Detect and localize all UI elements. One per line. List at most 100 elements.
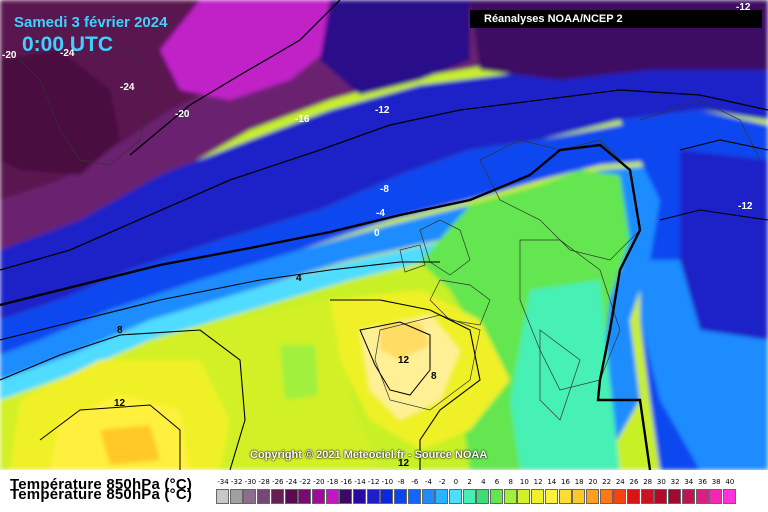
legend-swatch (613, 489, 627, 504)
isotherm-label: -12 (736, 2, 751, 13)
legend-swatch (448, 489, 462, 504)
blue-band-dark (0, 60, 768, 320)
isotherm-label: 4 (296, 273, 302, 284)
legend-tick-label: 20 (588, 478, 598, 486)
legend-tick-label: 8 (508, 478, 513, 486)
legend-tick-label: -16 (340, 478, 353, 486)
east-trough-core (680, 150, 768, 340)
legend-tick-label: -10 (381, 478, 394, 486)
legend-tick-label: 28 (643, 478, 653, 486)
isotherm-label: -12 (375, 105, 390, 116)
legend-swatch (709, 489, 723, 504)
legend-tick-label: -32 (230, 478, 243, 486)
legend-scale-swatches (216, 489, 756, 505)
cold-core-inner (0, 50, 120, 175)
legend-tick-label: -24 (285, 478, 298, 486)
legend-tick-label: -4 (425, 478, 432, 486)
legend-swatch (599, 489, 613, 504)
isotherm-label: -24 (120, 82, 135, 93)
legend-tick-label: -12 (367, 478, 380, 486)
legend-tick-label: -14 (354, 478, 366, 486)
legend-tick-label: -20 (313, 478, 325, 486)
legend-tick-label: 26 (629, 478, 639, 486)
legend-tick-label: 40 (725, 478, 735, 486)
legend-swatch (325, 489, 339, 504)
isotherm-label: -20 (175, 109, 190, 120)
legend-swatch (216, 489, 229, 504)
legend-tick-label: 10 (519, 478, 529, 486)
legend-swatch (394, 489, 408, 504)
indigo-patch (320, 0, 470, 95)
legend-swatch (270, 489, 284, 504)
legend-title-shadow: Température 850hPa (°C) (10, 486, 193, 503)
legend-tick-label: 12 (533, 478, 543, 486)
isotherm-label: -12 (738, 201, 753, 212)
legend-swatch (695, 489, 709, 504)
legend-swatch (668, 489, 682, 504)
isotherm-label: 8 (431, 371, 437, 382)
legend-tick-label: -34 (217, 478, 229, 486)
legend-tick-label: 2 (467, 478, 472, 486)
legend-tick-label: -6 (411, 478, 419, 486)
legend-swatch (462, 489, 476, 504)
blue-band-light (0, 165, 700, 470)
legend-tick-label: -30 (244, 478, 257, 486)
color-legend: Température 850hPa (°C) Température 850h… (0, 470, 768, 512)
east-trough-edge (640, 260, 768, 470)
contours (0, 0, 768, 470)
legend-tick-label: -26 (272, 478, 284, 486)
legend-swatch (298, 489, 312, 504)
legend-tick-label: 0 (453, 478, 459, 486)
legend-swatch (257, 489, 271, 504)
legend-swatch (681, 489, 695, 504)
iberia-hot (380, 322, 430, 360)
legend-tick-label: 16 (561, 478, 570, 486)
legend-tick-label: 22 (602, 478, 612, 486)
legend-swatch (435, 489, 449, 504)
isotherm-label: -8 (380, 184, 389, 195)
isotherm-label: -24 (60, 48, 75, 59)
legend-tick-label: -8 (397, 478, 405, 486)
legend-swatch (503, 489, 517, 504)
legend-swatch (229, 489, 243, 504)
legend-tick-label: 38 (711, 478, 721, 486)
legend-swatch (311, 489, 325, 504)
legend-swatch (339, 489, 353, 504)
teal-balkans (510, 280, 620, 470)
map-date: Samedi 3 février 2024 (14, 14, 168, 31)
legend-swatch (654, 489, 668, 504)
legend-tick-label: 32 (670, 478, 680, 486)
legend-tick-label: 4 (481, 478, 486, 486)
legend-swatch (243, 489, 257, 504)
legend-tick-label: 34 (684, 478, 694, 486)
warm-core (100, 425, 160, 465)
isotherm-label: -16 (295, 114, 310, 125)
legend-swatch (517, 489, 531, 504)
legend-tick-label: -22 (299, 478, 311, 486)
isotherm-label: 12 (114, 398, 126, 409)
isotherm-label: 0 (374, 228, 380, 239)
legend-tick-label: 30 (656, 478, 666, 486)
legend-tick-label: -28 (258, 478, 270, 486)
temperature-map: -12 -20 -24 -24 -20 -16 -12 -8 -4 0 -12 … (0, 0, 768, 470)
isotherm-label: 12 (398, 458, 410, 469)
legend-tick-label: 6 (494, 478, 500, 486)
legend-swatch (353, 489, 366, 504)
magenta-lobe (160, 0, 340, 100)
legend-swatch (531, 489, 545, 504)
legend-tick-label: 18 (574, 478, 584, 486)
legend-swatch (366, 489, 380, 504)
isotherm-label: 12 (398, 355, 410, 366)
zero-isotherm (0, 143, 652, 470)
isotherm-label: -20 (2, 50, 17, 61)
legend-swatch (640, 489, 654, 504)
legend-swatch (585, 489, 599, 504)
legend-tick-label: -2 (438, 478, 446, 486)
legend-title: Température 850hPa (°C) (10, 476, 193, 493)
isotherm-label: -4 (376, 208, 385, 219)
legend-swatch (407, 489, 421, 504)
legend-swatch (476, 489, 490, 504)
data-source-banner: Réanalyses NOAA/NCEP 2 (470, 10, 762, 28)
legend-tick-label: -18 (326, 478, 339, 486)
